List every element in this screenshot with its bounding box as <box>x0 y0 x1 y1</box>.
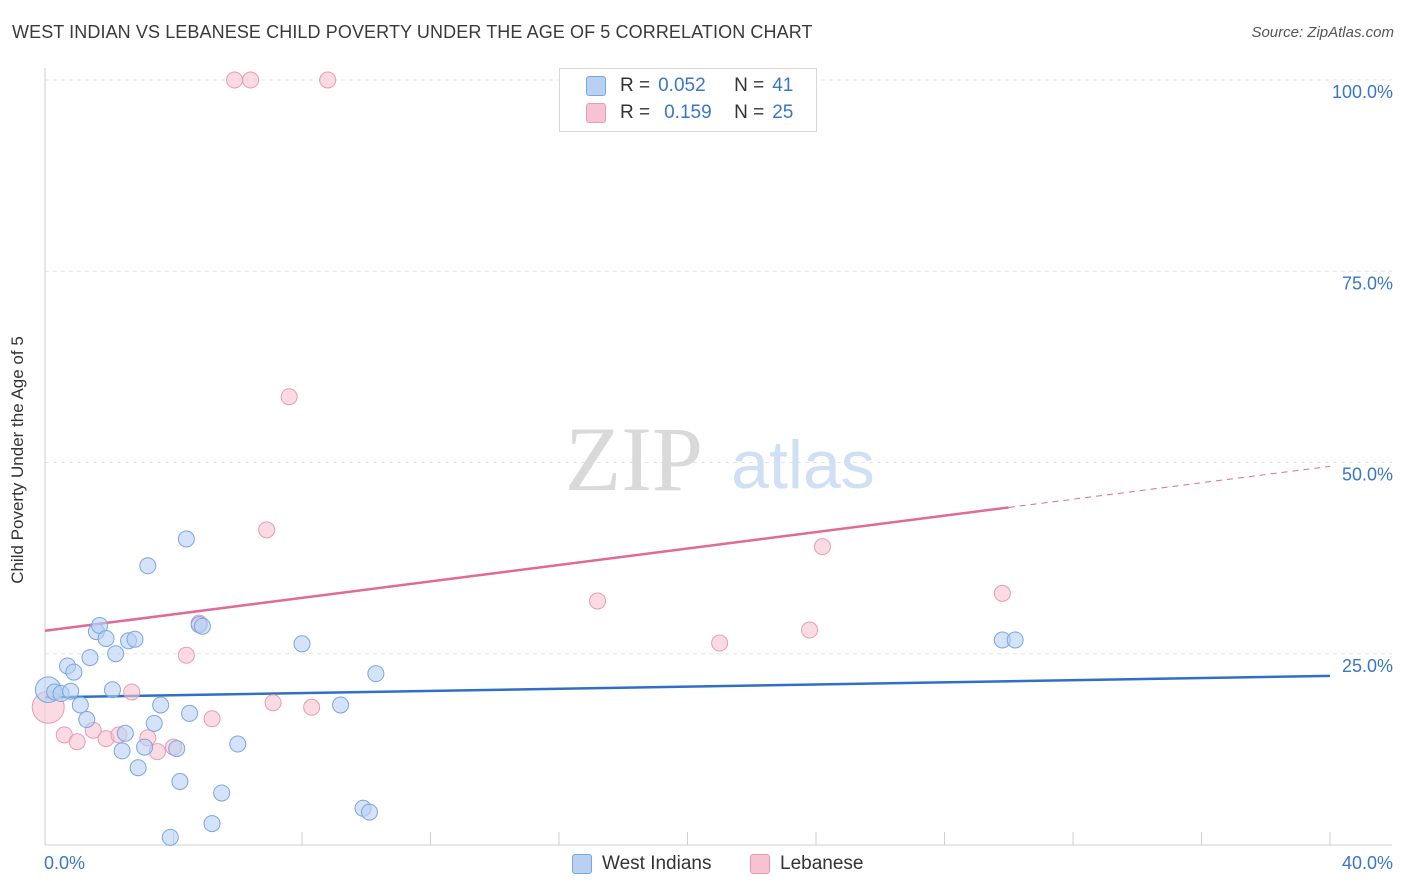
r-value: 0.052 <box>658 75 706 96</box>
west-indians-point <box>81 649 99 667</box>
west-indians-point <box>116 724 134 742</box>
west-indians-point <box>332 696 350 714</box>
axes <box>44 68 1392 846</box>
lebanese-point <box>589 592 607 610</box>
west-indians-point <box>168 740 186 758</box>
r-label: R = <box>620 75 651 96</box>
west-indians-trend-line <box>44 674 1331 699</box>
stats-legend: R = 0.052 N = 41 R = 0.159 N = 25 <box>559 68 817 132</box>
n-value: 41 <box>772 75 794 96</box>
west-indians-point <box>367 665 385 683</box>
chart-title: WEST INDIAN VS LEBANESE CHILD POVERTY UN… <box>12 22 813 42</box>
lebanese-point <box>242 71 260 89</box>
west-indians-point <box>78 711 96 729</box>
lebanese-point <box>280 388 298 406</box>
y-tick-label: 50.0% <box>1342 465 1393 485</box>
y-tick-label: 75.0% <box>1342 273 1393 293</box>
west-indians-point <box>113 742 131 760</box>
lebanese-point <box>264 694 282 712</box>
west-indians-point <box>229 735 247 753</box>
trend-lines <box>44 465 1331 699</box>
legend-label-west-indians: West Indians <box>602 853 712 874</box>
west-indians-point <box>62 682 80 700</box>
lebanese-point <box>203 710 221 728</box>
lebanese-trend-extension <box>1008 465 1331 508</box>
y-tick-label: 100.0% <box>1332 82 1393 102</box>
west-indians-point <box>171 773 189 791</box>
west-indians-point <box>213 784 231 802</box>
lebanese-point <box>801 621 819 639</box>
west-indians-point <box>152 696 170 714</box>
y-tick-label: 25.0% <box>1342 656 1393 676</box>
watermark: ZIP atlas <box>565 408 875 510</box>
legend-label-lebanese: Lebanese <box>780 853 864 874</box>
west-indians-point <box>107 645 125 663</box>
west-indians-point <box>193 617 211 635</box>
legend-swatch-west-indians <box>586 76 606 96</box>
series-legend-lebanese[interactable]: Lebanese <box>750 852 863 876</box>
west-indians-point <box>129 759 147 777</box>
n-label: N = <box>734 102 765 123</box>
west-indians-point <box>136 738 154 756</box>
series-legend-west-indians[interactable]: West Indians <box>572 852 711 876</box>
lebanese-point <box>123 683 141 701</box>
tick-labels: 25.0% 50.0% 75.0% 100.0% 0.0% 40.0% <box>44 82 1393 873</box>
legend-swatch-lebanese <box>586 103 606 123</box>
n-label: N = <box>734 75 765 96</box>
lebanese-point <box>303 698 321 716</box>
grid-lines <box>45 79 1392 655</box>
watermark-zip: ZIP <box>565 408 703 510</box>
lebanese-point <box>177 646 195 664</box>
r-label: R = <box>620 102 651 123</box>
west-indians-point <box>177 530 195 548</box>
west-indians-point <box>203 815 221 833</box>
lebanese-point <box>813 538 831 556</box>
west-indians-point <box>126 630 144 648</box>
lebanese-point <box>319 71 337 89</box>
lebanese-point <box>993 584 1011 602</box>
west-indians-point <box>139 557 157 575</box>
legend-row-west-indians: R = 0.052 N = 41 <box>586 73 793 99</box>
r-value: 0.159 <box>664 102 712 123</box>
watermark-atlas: atlas <box>731 427 875 503</box>
west-indians-point <box>293 635 311 653</box>
west-indians-point <box>145 714 163 732</box>
legend-swatch-west-indians <box>572 854 592 874</box>
west-indians-point <box>1006 631 1024 649</box>
west-indians-point <box>181 704 199 722</box>
west-indians-point <box>71 696 89 714</box>
west-indians-point <box>360 803 378 821</box>
lebanese-point <box>258 521 276 539</box>
west-indians-point <box>97 629 115 647</box>
west-indians-point <box>103 681 121 699</box>
lebanese-point <box>711 634 729 652</box>
legend-swatch-lebanese <box>750 854 770 874</box>
x-tick-label-min: 0.0% <box>44 853 85 873</box>
west-indians-point <box>161 828 179 846</box>
legend-row-lebanese: R = 0.159 N = 25 <box>586 100 793 126</box>
west-indians-point <box>65 663 83 681</box>
data-points <box>31 71 1024 846</box>
lebanese-point <box>68 733 86 751</box>
lebanese-trend-line <box>44 506 1009 633</box>
x-tick-label-max: 40.0% <box>1342 853 1393 873</box>
lebanese-point <box>226 71 244 89</box>
source-label: Source: ZipAtlas.com <box>1251 24 1394 41</box>
n-value: 25 <box>772 102 794 123</box>
